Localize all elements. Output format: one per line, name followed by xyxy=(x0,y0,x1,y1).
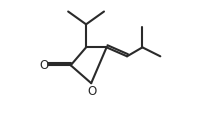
Text: O: O xyxy=(87,85,97,98)
Text: O: O xyxy=(40,59,49,72)
